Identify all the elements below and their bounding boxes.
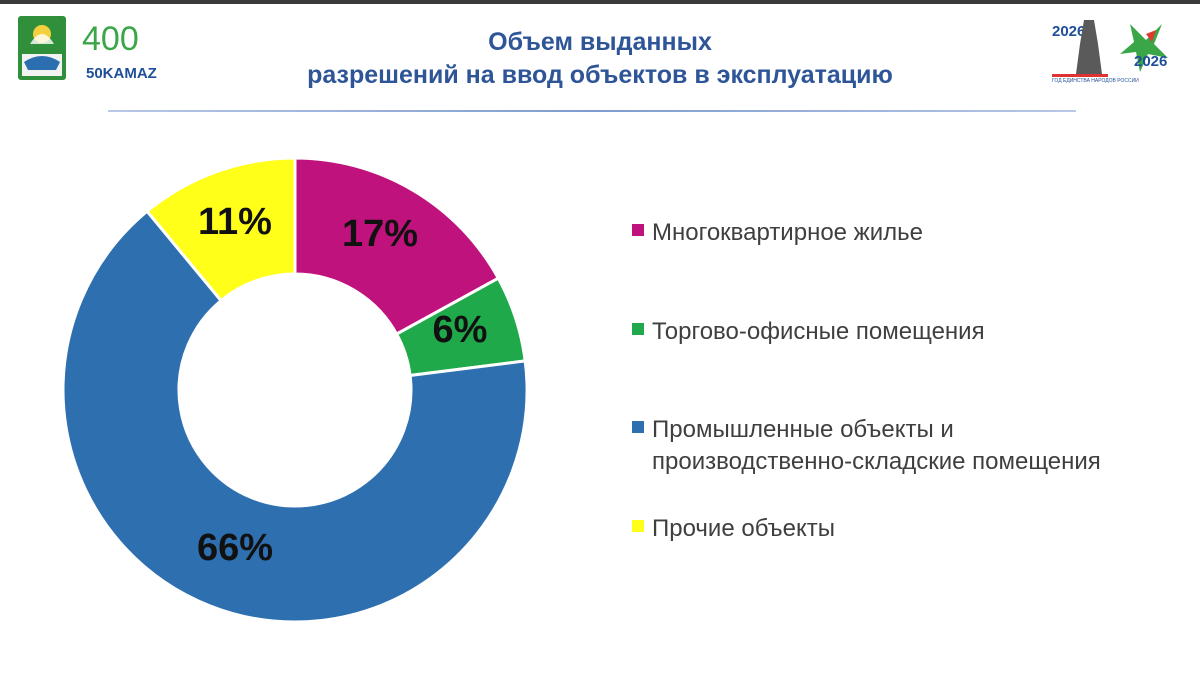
slice-label-3: 66%	[197, 527, 273, 569]
legend-swatch-2	[632, 323, 644, 335]
star-icon	[1120, 24, 1168, 72]
title-divider	[108, 110, 1076, 112]
legend-swatch-1	[632, 224, 644, 236]
top-frame-bar	[0, 0, 1200, 4]
slice-label-1: 17%	[342, 213, 418, 255]
legend-label-2: Торгово-офисные помещения	[652, 318, 985, 345]
legend-swatch-4	[632, 520, 644, 532]
donut-slice-4	[145, 156, 297, 303]
title-line-1: Объем выданных	[488, 28, 712, 56]
kamaz-50-text: 50KAMAZ	[86, 65, 157, 82]
unity-year-logo-icon: 2026 ГОД ЕДИНСТВА НАРОДОВ РОССИИ 2026	[1052, 20, 1168, 84]
legend-label-1: Многоквартирное жилье	[652, 219, 923, 246]
monument-icon	[1076, 20, 1102, 74]
legend-label-3: Промышленные объекты и производственно-ск…	[652, 416, 1101, 475]
title-line-2: разрешений на ввод объектов в эксплуатац…	[307, 61, 893, 89]
legend-label-4: Прочие объекты	[652, 515, 835, 542]
city-logo-icon: 400 50KAMAZ	[18, 16, 157, 82]
year-right-text: 2026	[1134, 53, 1167, 70]
year-caption-text: ГОД ЕДИНСТВА НАРОДОВ РОССИИ	[1052, 78, 1139, 84]
donut-slice-3	[61, 209, 529, 624]
page-title: Объем выданных разрешений на ввод объект…	[180, 26, 1020, 92]
anniversary-400-text: 400	[82, 20, 139, 58]
year-left-text: 2026	[1052, 23, 1085, 40]
slice-label-4: 11%	[198, 201, 272, 243]
donut-slice-1	[293, 156, 501, 337]
legend-swatch-3	[632, 421, 644, 433]
slice-label-2: 6%	[433, 309, 488, 351]
